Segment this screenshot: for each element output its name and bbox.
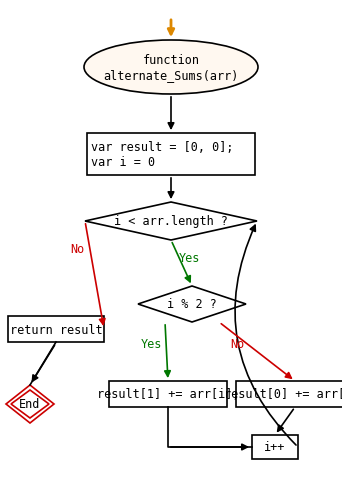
Polygon shape — [11, 390, 49, 418]
Text: No: No — [230, 338, 244, 351]
FancyBboxPatch shape — [87, 134, 255, 176]
FancyBboxPatch shape — [8, 316, 104, 342]
Text: End: End — [19, 397, 41, 411]
Text: i < arr.length ?: i < arr.length ? — [114, 215, 228, 228]
Ellipse shape — [84, 41, 258, 95]
Text: result[1] += arr[i];: result[1] += arr[i]; — [97, 388, 239, 401]
Text: function
alternate_Sums(arr): function alternate_Sums(arr) — [103, 54, 239, 82]
Text: return result: return result — [10, 323, 102, 336]
Text: var result = [0, 0];
var i = 0: var result = [0, 0]; var i = 0 — [91, 141, 234, 168]
Polygon shape — [138, 287, 246, 323]
Text: result[0] += arr[i];: result[0] += arr[i]; — [224, 388, 342, 401]
Text: Yes: Yes — [179, 252, 200, 265]
Text: i++: i++ — [264, 441, 286, 454]
Polygon shape — [85, 203, 257, 240]
FancyBboxPatch shape — [252, 435, 298, 459]
Text: Yes: Yes — [140, 338, 162, 351]
Text: i % 2 ?: i % 2 ? — [167, 298, 217, 311]
FancyBboxPatch shape — [109, 381, 227, 407]
FancyBboxPatch shape — [236, 381, 342, 407]
Polygon shape — [6, 385, 54, 423]
Text: No: No — [70, 243, 84, 256]
